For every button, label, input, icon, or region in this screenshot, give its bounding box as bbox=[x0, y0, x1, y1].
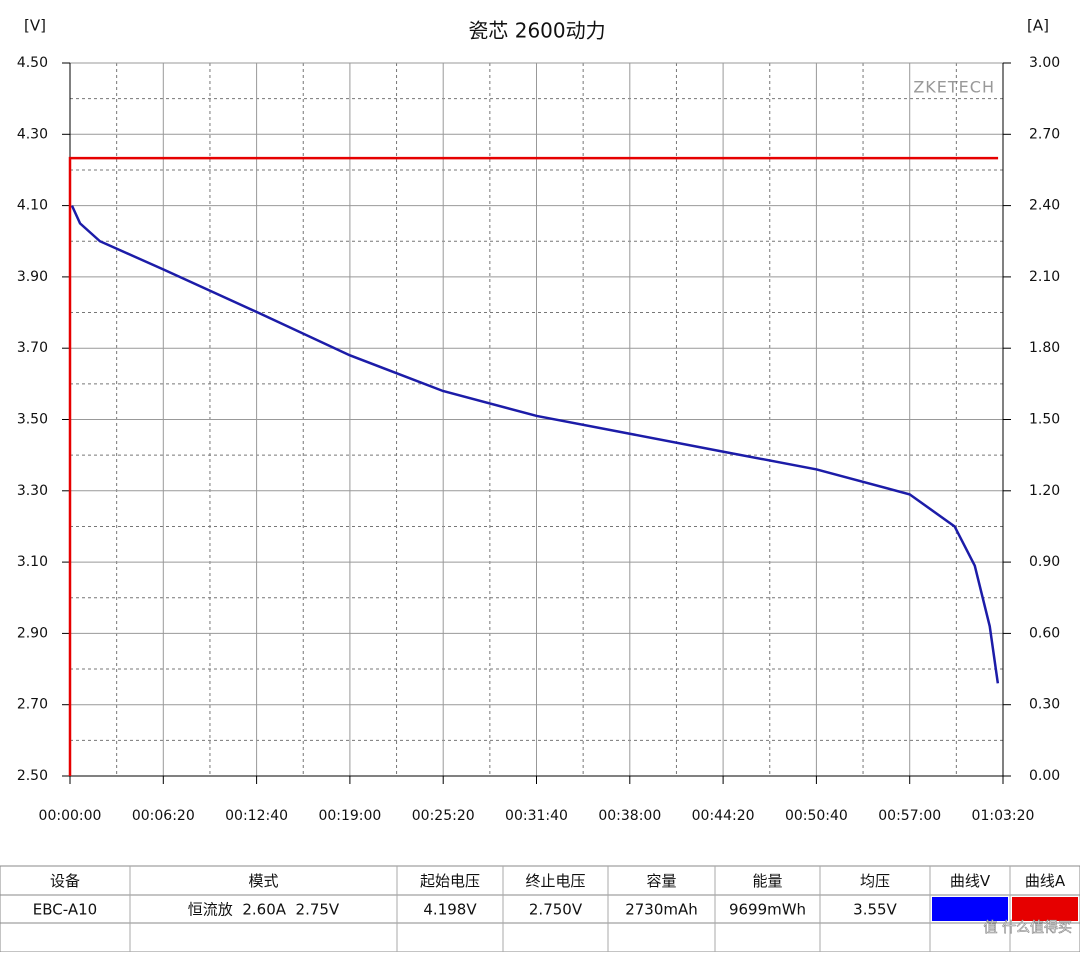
x-tick-label: 00:06:20 bbox=[132, 808, 195, 824]
x-tick-label: 00:38:00 bbox=[598, 808, 661, 824]
series-swatch bbox=[1012, 897, 1078, 921]
table-header: 曲线A bbox=[1025, 872, 1066, 890]
x-tick-label: 00:44:20 bbox=[692, 808, 755, 824]
y2-tick-label: 1.20 bbox=[1029, 483, 1060, 499]
y2-tick-label: 1.50 bbox=[1029, 412, 1060, 428]
x-tick-label: 00:50:40 bbox=[785, 808, 848, 824]
y2-tick-label: 0.90 bbox=[1029, 554, 1060, 570]
table-cell: 2.750V bbox=[529, 901, 583, 919]
chart-title: 瓷芯 2600动力 bbox=[468, 19, 605, 43]
table: 设备 模式 起始电压 终止电压 容量 能量 均压 曲线V 曲线A EBC-A10 恒流放 2.60A… bbox=[0, 865, 1080, 953]
table-header: 曲线V bbox=[950, 872, 991, 890]
table-cell: 恒流放 2.60A 2.75V bbox=[188, 901, 340, 919]
y-unit-label: [V] bbox=[24, 17, 46, 35]
x-tick-label: 00:31:40 bbox=[505, 808, 568, 824]
table-cell: 3.55V bbox=[853, 901, 897, 919]
y2-tick-label: 0.60 bbox=[1029, 625, 1060, 641]
table-cell: 9699mWh bbox=[729, 901, 806, 919]
table-header: 终止电压 bbox=[525, 872, 585, 890]
y-tick-label: 2.70 bbox=[17, 697, 48, 713]
y2-tick-label: 1.80 bbox=[1029, 340, 1060, 356]
series-swatch bbox=[932, 897, 1008, 921]
x-tick-label: 00:57:00 bbox=[878, 808, 941, 824]
footer-watermark: 值 什么值得买 bbox=[984, 919, 1072, 936]
table-bg bbox=[0, 865, 1080, 953]
x-tick-label: 00:12:40 bbox=[225, 808, 288, 824]
y2-tick-label: 0.30 bbox=[1029, 697, 1060, 713]
y-tick-label: 4.50 bbox=[17, 55, 48, 71]
y2-tick-label: 2.10 bbox=[1029, 269, 1060, 285]
table-header: 模式 bbox=[248, 872, 278, 890]
x-tick-label: 00:25:20 bbox=[412, 808, 475, 824]
table-header: 起始电压 bbox=[420, 872, 480, 890]
y-tick-label: 4.30 bbox=[17, 126, 48, 142]
series-line bbox=[70, 205, 1000, 684]
x-tick-label: 00:00:00 bbox=[39, 808, 102, 824]
x-tick-label: 00:19:00 bbox=[318, 808, 381, 824]
table-header: 设备 bbox=[50, 872, 80, 890]
watermark: ZKETECH bbox=[913, 78, 995, 97]
y-tick-label: 2.90 bbox=[17, 625, 48, 641]
y-tick-label: 3.50 bbox=[17, 412, 48, 428]
x-tick-label: 01:03:20 bbox=[972, 808, 1035, 824]
series-line bbox=[68, 156, 999, 776]
y2-tick-label: 2.70 bbox=[1029, 126, 1060, 142]
y2-tick-label: 3.00 bbox=[1029, 55, 1060, 71]
y-tick-label: 4.10 bbox=[17, 198, 48, 214]
y-tick-label: 3.70 bbox=[17, 340, 48, 356]
y-tick-label: 3.10 bbox=[17, 554, 48, 570]
table-cell: 2730mAh bbox=[625, 901, 698, 919]
table-header: 容量 bbox=[646, 872, 676, 890]
y-tick-label: 3.90 bbox=[17, 269, 48, 285]
y-tick-label: 2.50 bbox=[17, 768, 48, 784]
table-cell: 4.198V bbox=[423, 901, 477, 919]
y2-tick-label: 2.40 bbox=[1029, 198, 1060, 214]
table-header: 均压 bbox=[860, 872, 890, 890]
y2-tick-label: 0.00 bbox=[1029, 768, 1060, 784]
y2-unit-label: [A] bbox=[1027, 17, 1049, 35]
table-cell: EBC-A10 bbox=[33, 901, 97, 919]
y-tick-label: 3.30 bbox=[17, 483, 48, 499]
table-header: 能量 bbox=[752, 872, 782, 890]
